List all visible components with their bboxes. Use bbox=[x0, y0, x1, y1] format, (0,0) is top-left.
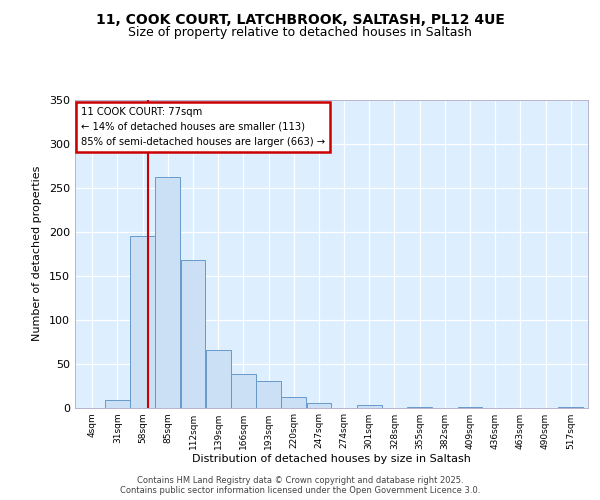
Bar bbox=[407, 406, 432, 408]
Bar bbox=[357, 405, 382, 407]
Text: 11 COOK COURT: 77sqm
← 14% of detached houses are smaller (113)
85% of semi-deta: 11 COOK COURT: 77sqm ← 14% of detached h… bbox=[80, 107, 325, 146]
Bar bbox=[105, 400, 130, 407]
Bar bbox=[307, 403, 331, 407]
Bar bbox=[130, 236, 155, 408]
Text: Contains HM Land Registry data © Crown copyright and database right 2025.: Contains HM Land Registry data © Crown c… bbox=[137, 476, 463, 485]
Text: Contains public sector information licensed under the Open Government Licence 3.: Contains public sector information licen… bbox=[120, 486, 480, 495]
Bar bbox=[181, 260, 205, 408]
Text: 11, COOK COURT, LATCHBROOK, SALTASH, PL12 4UE: 11, COOK COURT, LATCHBROOK, SALTASH, PL1… bbox=[95, 12, 505, 26]
Bar bbox=[559, 406, 583, 408]
Bar bbox=[206, 350, 230, 408]
Bar bbox=[256, 381, 281, 407]
Text: Size of property relative to detached houses in Saltash: Size of property relative to detached ho… bbox=[128, 26, 472, 39]
X-axis label: Distribution of detached houses by size in Saltash: Distribution of detached houses by size … bbox=[192, 454, 471, 464]
Y-axis label: Number of detached properties: Number of detached properties bbox=[32, 166, 42, 342]
Bar bbox=[458, 406, 482, 408]
Bar bbox=[231, 374, 256, 408]
Bar bbox=[155, 178, 180, 408]
Bar bbox=[281, 397, 306, 407]
